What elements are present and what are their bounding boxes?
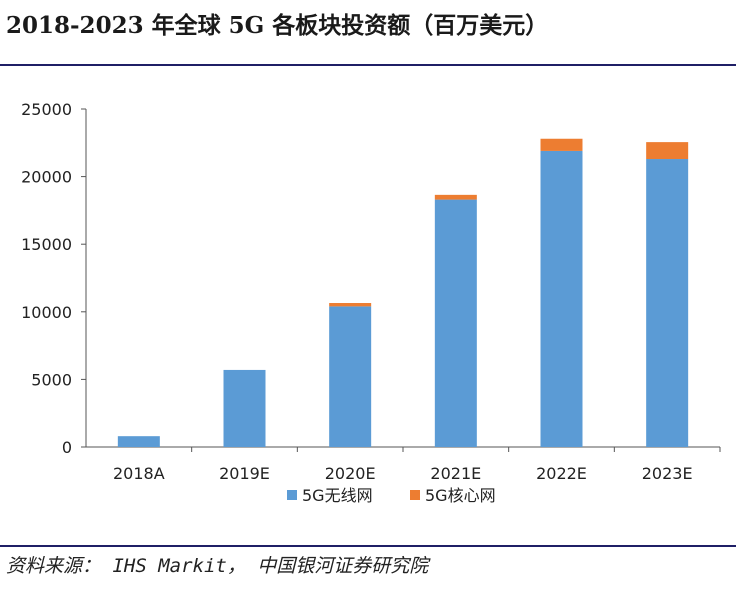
bar-5g-core <box>434 194 477 200</box>
bar-5g-wireless <box>646 159 689 448</box>
y-tick-label: 5000 <box>31 370 72 389</box>
y-tick-label: 15000 <box>21 235 72 254</box>
x-tick-label: 2019E <box>219 464 270 483</box>
title-divider <box>0 64 736 66</box>
x-tick-label: 2021E <box>430 464 481 483</box>
bars <box>117 138 689 448</box>
bar-5g-wireless <box>540 150 583 448</box>
y-tick-label: 25000 <box>21 100 72 119</box>
bar-5g-wireless <box>329 306 372 447</box>
bar-5g-wireless <box>117 436 160 447</box>
x-axis: 2018A 2019E 2020E 2021E 2022E 2023E <box>86 446 721 483</box>
stacked-bar-chart: 0 5000 10000 15000 20000 25000 2018A 2019E 2020… <box>21 100 721 505</box>
y-tick-label: 20000 <box>21 168 72 187</box>
x-tick-label: 2018A <box>113 464 165 483</box>
bar-5g-wireless <box>223 369 266 447</box>
x-tick-label: 2020E <box>325 464 376 483</box>
bar-5g-core <box>329 303 372 307</box>
legend-swatch-wireless <box>287 490 297 500</box>
legend-label-wireless: 5G无线网 <box>302 486 373 505</box>
x-tick-label: 2022E <box>536 464 587 483</box>
legend-swatch-core <box>410 490 420 500</box>
page-title: 2018-2023 年全球 5G 各板块投资额（百万美元） <box>6 12 549 39</box>
bar-5g-wireless <box>434 199 477 447</box>
y-tick-label: 0 <box>62 438 72 457</box>
y-tick-label: 10000 <box>21 303 72 322</box>
legend: 5G无线网 5G核心网 <box>287 486 496 505</box>
bar-5g-core <box>540 138 583 151</box>
source-note: 资料来源： IHS Markit， 中国银河证券研究院 <box>6 555 429 577</box>
bar-5g-core <box>646 142 689 160</box>
y-axis: 0 5000 10000 15000 20000 25000 <box>21 100 87 457</box>
x-tick-label: 2023E <box>642 464 693 483</box>
source-divider <box>0 545 736 547</box>
legend-label-core: 5G核心网 <box>425 486 496 505</box>
